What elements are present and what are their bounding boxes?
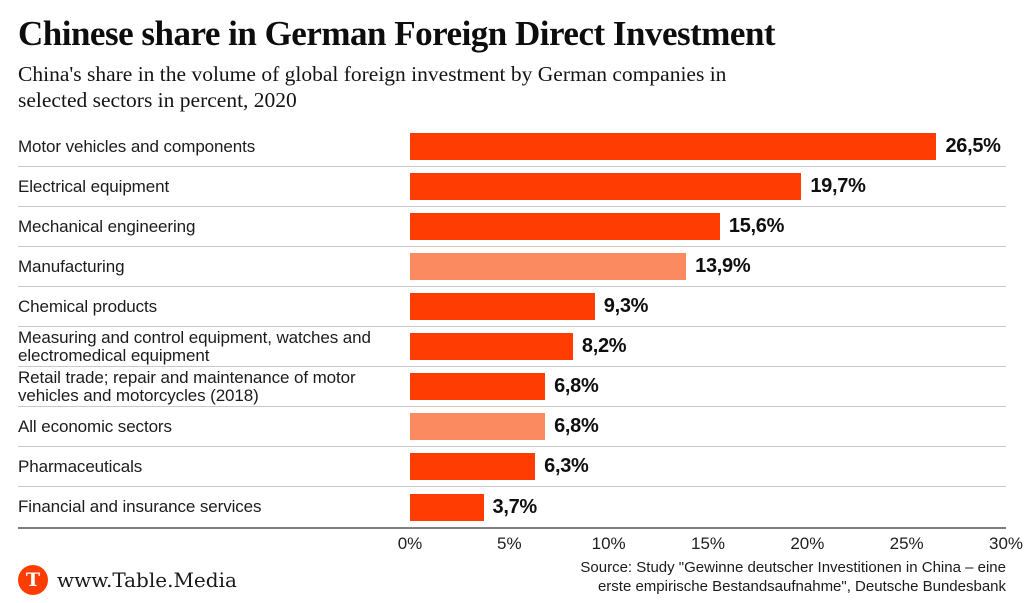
chart-row: Measuring and control equipment, watches… xyxy=(18,327,1006,367)
chart-row: All economic sectors 6,8% xyxy=(18,407,1006,447)
bar-chart: Motor vehicles and components 26,5% Electr… xyxy=(18,127,1023,555)
value-label: 9,3% xyxy=(603,295,649,317)
bar xyxy=(410,133,937,160)
source-line-2: erste empirische Bestandsaufnahme", Deut… xyxy=(597,578,1006,595)
chart-row: Electrical equipment 19,7% xyxy=(18,167,1006,207)
x-axis: 0% 5% 10% 15% 20% 25% 30% xyxy=(398,529,1023,555)
category-label: Chemical products xyxy=(18,296,158,316)
bar-zone: 9,3% xyxy=(410,293,1006,320)
x-tick: 0% xyxy=(397,534,423,553)
category-label: Electrical equipment xyxy=(18,176,170,196)
category-label: Financial and insurance services xyxy=(18,497,262,516)
subtitle-line-1: China's share in the volume of global fo… xyxy=(18,62,727,86)
category-label: Retail trade; repair and maintenance of … xyxy=(18,367,356,405)
x-tick: 15% xyxy=(690,534,726,553)
value-label: 19,7% xyxy=(810,175,866,197)
chart-row: Manufacturing 13,9% xyxy=(18,247,1006,287)
footer: T www.Table.Media Source: Study "Gewinne… xyxy=(18,555,1006,596)
bar-zone: 6,8% xyxy=(410,413,1006,440)
value-label: 26,5% xyxy=(945,135,1001,157)
chart-row: Financial and insurance services 3,7% xyxy=(18,487,1006,527)
category-label: Pharmaceuticals xyxy=(18,456,143,476)
chart-row: Mechanical engineering 15,6% xyxy=(18,207,1006,247)
page-subtitle: China's share in the volume of global fo… xyxy=(18,61,1006,113)
category-label: Mechanical engineering xyxy=(18,216,196,236)
value-label: 13,9% xyxy=(695,255,751,277)
table-media-logo: T xyxy=(18,565,48,595)
bar-zone: 3,7% xyxy=(410,493,1006,521)
x-tick: 25% xyxy=(889,534,924,553)
bar xyxy=(410,493,484,521)
bar xyxy=(410,453,536,480)
x-tick: 30% xyxy=(988,534,1024,553)
bar xyxy=(410,293,595,320)
source-text: Source: Study "Gewinne deutscher Investi… xyxy=(580,558,1006,596)
bar-zone: 15,6% xyxy=(410,213,1006,240)
bar-zone: 6,8% xyxy=(410,373,1006,400)
value-label: 3,7% xyxy=(492,495,538,518)
x-tick: 5% xyxy=(497,534,522,553)
category-label: Manufacturing xyxy=(18,256,125,276)
bar xyxy=(410,333,573,360)
bar xyxy=(410,173,802,200)
bar-zone: 6,3% xyxy=(410,453,1006,480)
category-label: Measuring and control equipment, watches… xyxy=(18,327,371,365)
value-label: 6,3% xyxy=(544,455,589,477)
bar xyxy=(410,253,687,280)
source-line-1: Source: Study "Gewinne deutscher Investi… xyxy=(580,559,1006,576)
bar xyxy=(410,373,546,400)
category-label: All economic sectors xyxy=(18,416,172,436)
chart-row: Chemical products 9,3% xyxy=(18,287,1006,327)
logo-letter: T xyxy=(25,569,41,591)
page-title: Chinese share in German Foreign Direct I… xyxy=(18,14,776,53)
brand-url: www.Table.Media xyxy=(57,568,237,592)
bar-zone: 19,7% xyxy=(410,173,1006,200)
x-tick: 10% xyxy=(591,534,626,553)
chart-row: Motor vehicles and components 26,5% xyxy=(18,127,1006,167)
chart-rows: Motor vehicles and components 26,5% Electr… xyxy=(18,127,1006,527)
category-label: Motor vehicles and components xyxy=(18,136,256,156)
bar-zone: 26,5% xyxy=(410,133,1006,160)
value-label: 15,6% xyxy=(728,215,785,237)
value-label: 6,8% xyxy=(554,375,599,397)
bar xyxy=(410,413,546,440)
x-tick: 20% xyxy=(790,534,825,553)
brand: T www.Table.Media xyxy=(18,565,237,595)
chart-row: Pharmaceuticals 6,3% xyxy=(18,447,1006,487)
value-label: 6,8% xyxy=(554,415,599,437)
subtitle-line-2: selected sectors in percent, 2020 xyxy=(18,88,297,112)
value-label: 8,2% xyxy=(581,335,627,357)
chart-row: Retail trade; repair and maintenance of … xyxy=(18,367,1006,407)
bar xyxy=(410,213,720,240)
x-axis-line xyxy=(18,527,1006,529)
bar-zone: 8,2% xyxy=(410,333,1006,360)
bar-zone: 13,9% xyxy=(410,253,1006,280)
